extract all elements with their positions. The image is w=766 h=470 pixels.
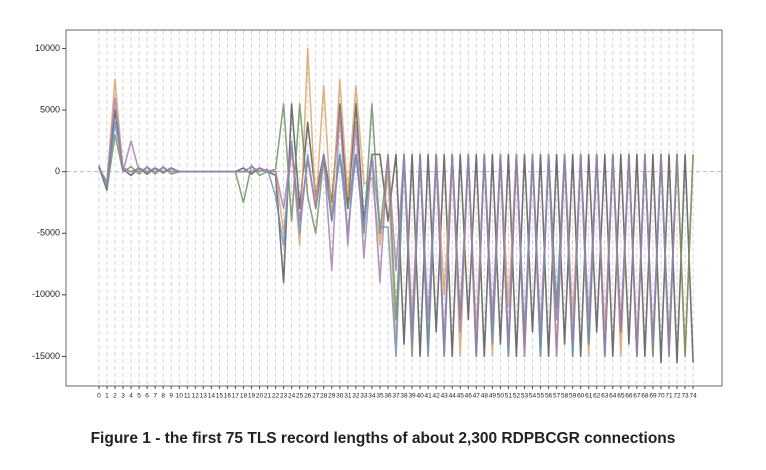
x-tick-label: 12 bbox=[192, 393, 200, 400]
x-tick-label: 36 bbox=[384, 393, 392, 400]
x-tick-label: 40 bbox=[416, 393, 424, 400]
x-tick-label: 50 bbox=[497, 393, 505, 400]
x-tick-label: 47 bbox=[473, 393, 481, 400]
x-tick-label: 72 bbox=[673, 393, 681, 400]
x-tick-label: 57 bbox=[553, 393, 561, 400]
x-tick-label: 54 bbox=[529, 393, 537, 400]
x-tick-label: 66 bbox=[625, 393, 633, 400]
x-tick-label: 18 bbox=[240, 393, 248, 400]
x-tick-label: 20 bbox=[256, 393, 264, 400]
x-tick-label: 5 bbox=[137, 393, 141, 400]
x-tick-label: 44 bbox=[449, 393, 457, 400]
caption: Figure 1 - the first 75 TLS record lengt… bbox=[91, 430, 676, 447]
x-tick-label: 67 bbox=[633, 393, 641, 400]
x-tick-label: 14 bbox=[208, 393, 216, 400]
x-tick-label: 48 bbox=[481, 393, 489, 400]
x-tick-label: 58 bbox=[561, 393, 569, 400]
x-tick-label: 74 bbox=[689, 393, 697, 400]
x-tick-label: 16 bbox=[224, 393, 232, 400]
x-tick-label: 29 bbox=[328, 393, 336, 400]
x-tick-label: 37 bbox=[392, 393, 400, 400]
x-tick-label: 24 bbox=[288, 393, 296, 400]
x-tick-label: 4 bbox=[129, 393, 133, 400]
x-tick-label: 39 bbox=[408, 393, 416, 400]
x-tick-label: 55 bbox=[537, 393, 545, 400]
x-tick-label: 73 bbox=[681, 393, 689, 400]
x-tick-label: 25 bbox=[296, 393, 304, 400]
x-tick-label: 22 bbox=[272, 393, 280, 400]
x-tick-label: 8 bbox=[161, 393, 165, 400]
x-tick-label: 38 bbox=[400, 393, 408, 400]
x-tick-label: 65 bbox=[617, 393, 625, 400]
x-tick-label: 13 bbox=[200, 393, 208, 400]
x-tick-label: 26 bbox=[304, 393, 312, 400]
x-tick-label: 59 bbox=[569, 393, 577, 400]
x-tick-label: 33 bbox=[360, 393, 368, 400]
x-tick-label: 43 bbox=[441, 393, 449, 400]
x-tick-label: 61 bbox=[585, 393, 593, 400]
x-tick-label: 7 bbox=[153, 393, 157, 400]
y-tick-label: -10000 bbox=[32, 289, 60, 299]
y-tick-label: 10000 bbox=[35, 43, 60, 53]
x-tick-label: 63 bbox=[601, 393, 609, 400]
x-tick-label: 51 bbox=[505, 393, 513, 400]
x-tick-label: 41 bbox=[425, 393, 433, 400]
y-tick-label: 0 bbox=[55, 166, 60, 176]
x-tick-label: 2 bbox=[113, 393, 117, 400]
x-tick-label: 0 bbox=[97, 393, 101, 400]
x-tick-label: 15 bbox=[216, 393, 224, 400]
x-tick-label: 11 bbox=[184, 393, 191, 400]
x-tick-label: 46 bbox=[465, 393, 473, 400]
x-tick-label: 68 bbox=[641, 393, 649, 400]
x-tick-label: 49 bbox=[489, 393, 497, 400]
x-tick-label: 60 bbox=[577, 393, 585, 400]
x-tick-label: 70 bbox=[657, 393, 665, 400]
x-tick-label: 3 bbox=[121, 393, 125, 400]
x-tick-label: 1 bbox=[105, 393, 109, 400]
x-tick-label: 21 bbox=[264, 393, 272, 400]
x-tick-label: 34 bbox=[368, 393, 376, 400]
x-tick-label: 62 bbox=[593, 393, 601, 400]
y-tick-label: 5000 bbox=[40, 104, 60, 114]
x-tick-label: 69 bbox=[649, 393, 657, 400]
x-tick-label: 52 bbox=[513, 393, 521, 400]
x-tick-label: 30 bbox=[336, 393, 344, 400]
x-tick-label: 45 bbox=[457, 393, 465, 400]
x-tick-label: 32 bbox=[352, 393, 360, 400]
plot-frame bbox=[65, 29, 723, 387]
x-tick-label: 17 bbox=[232, 393, 240, 400]
x-tick-label: 56 bbox=[545, 393, 553, 400]
series-line bbox=[98, 97, 678, 358]
x-tick-label: 9 bbox=[169, 393, 173, 400]
y-tick-label: -15000 bbox=[32, 351, 60, 361]
x-tick-label: 19 bbox=[248, 393, 256, 400]
x-tick-label: 23 bbox=[280, 393, 288, 400]
x-tick-label: 35 bbox=[376, 393, 384, 400]
x-tick-label: 28 bbox=[320, 393, 328, 400]
x-tick-label: 42 bbox=[433, 393, 441, 400]
x-tick-label: 53 bbox=[521, 393, 529, 400]
x-tick-label: 64 bbox=[609, 393, 617, 400]
x-tick-label: 31 bbox=[344, 393, 352, 400]
y-tick-label: -5000 bbox=[37, 228, 60, 238]
x-tick-label: 10 bbox=[176, 393, 184, 400]
x-tick-label: 27 bbox=[312, 393, 320, 400]
x-tick-label: 6 bbox=[145, 393, 149, 400]
x-tick-label: 71 bbox=[665, 393, 673, 400]
